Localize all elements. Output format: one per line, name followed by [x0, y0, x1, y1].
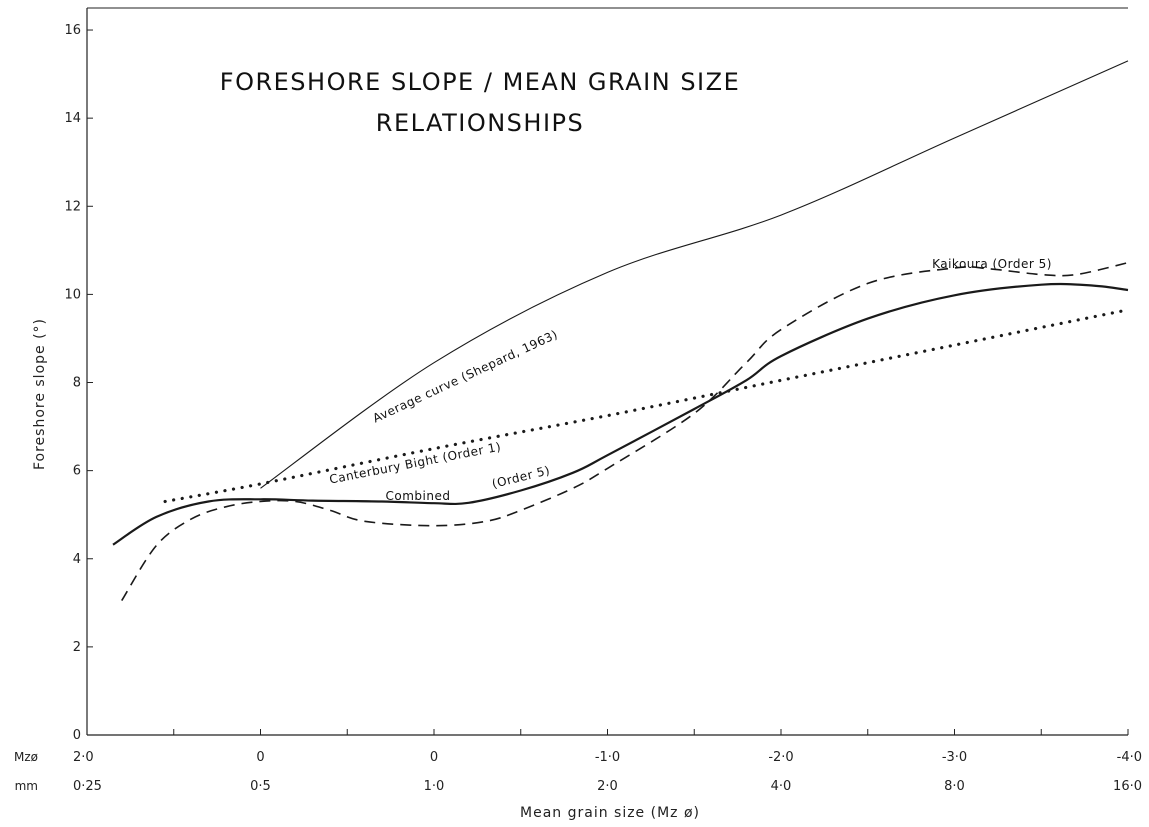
y-axis-title: Foreshore slope (°) — [32, 318, 48, 470]
axes: 0 2 4 6 8 10 12 14 16 Mzø 2·0 0 0 -1·0 -2·0 -3·0 -4·0 mm 0… — [14, 7, 1142, 794]
x-tick-label: -2·0 — [768, 750, 793, 765]
y-tick-label: 4 — [73, 552, 81, 567]
chart-title-line-2: RELATIONSHIPS — [376, 109, 584, 137]
series-label-combined-order: (Order 5) — [491, 463, 552, 491]
y-tick-label: 12 — [64, 199, 81, 214]
x-tick-label: 8·0 — [944, 779, 965, 794]
x-tick-label: 4·0 — [771, 779, 792, 794]
x-tick-label: -4·0 — [1117, 750, 1142, 765]
y-tick-label: 10 — [64, 287, 81, 302]
x-tick-label: 1·0 — [424, 779, 445, 794]
x-tick-label: 0 — [430, 750, 438, 765]
x-tick-label: 0·25 — [73, 779, 102, 794]
series-lines — [112, 60, 1130, 602]
y-tick-label: 8 — [73, 376, 81, 391]
series-average-curve-line — [260, 60, 1129, 489]
series-label-kaikoura: Kaikoura (Order 5) — [932, 257, 1052, 271]
series-combined-line — [112, 282, 1129, 546]
y-tick-label: 0 — [73, 728, 81, 743]
x-axis-title: Mean grain size (Mz ø) — [520, 805, 700, 821]
x-row-label: Mzø — [14, 750, 38, 764]
x-row-label: mm — [15, 779, 38, 793]
x-tick-label: 0 — [256, 750, 264, 765]
y-tick-label: 16 — [64, 23, 81, 38]
chart-title-line-1: FORESHORE SLOPE / MEAN GRAIN SIZE — [220, 68, 740, 96]
x-tick-label: 0·5 — [250, 779, 271, 794]
x-tick-label: 2·0 — [597, 779, 618, 794]
x-tick-label: -1·0 — [595, 750, 620, 765]
series-label-combined: Combined — [386, 489, 451, 503]
series-label-average-curve: Average curve (Shepard, 1963) — [371, 327, 560, 425]
y-tick-label: 14 — [64, 111, 81, 126]
series-kaikoura-line — [121, 261, 1129, 602]
y-tick-label: 2 — [73, 640, 81, 655]
series-label-canterbury-bight: Canterbury Bight (Order 1) — [328, 440, 502, 487]
x-tick-label: 16·0 — [1113, 779, 1142, 794]
x-tick-label: 2·0 — [73, 750, 94, 765]
x-tick-label: -3·0 — [942, 750, 967, 765]
y-tick-label: 6 — [73, 464, 81, 479]
series-canterbury-bight-line — [163, 308, 1130, 504]
